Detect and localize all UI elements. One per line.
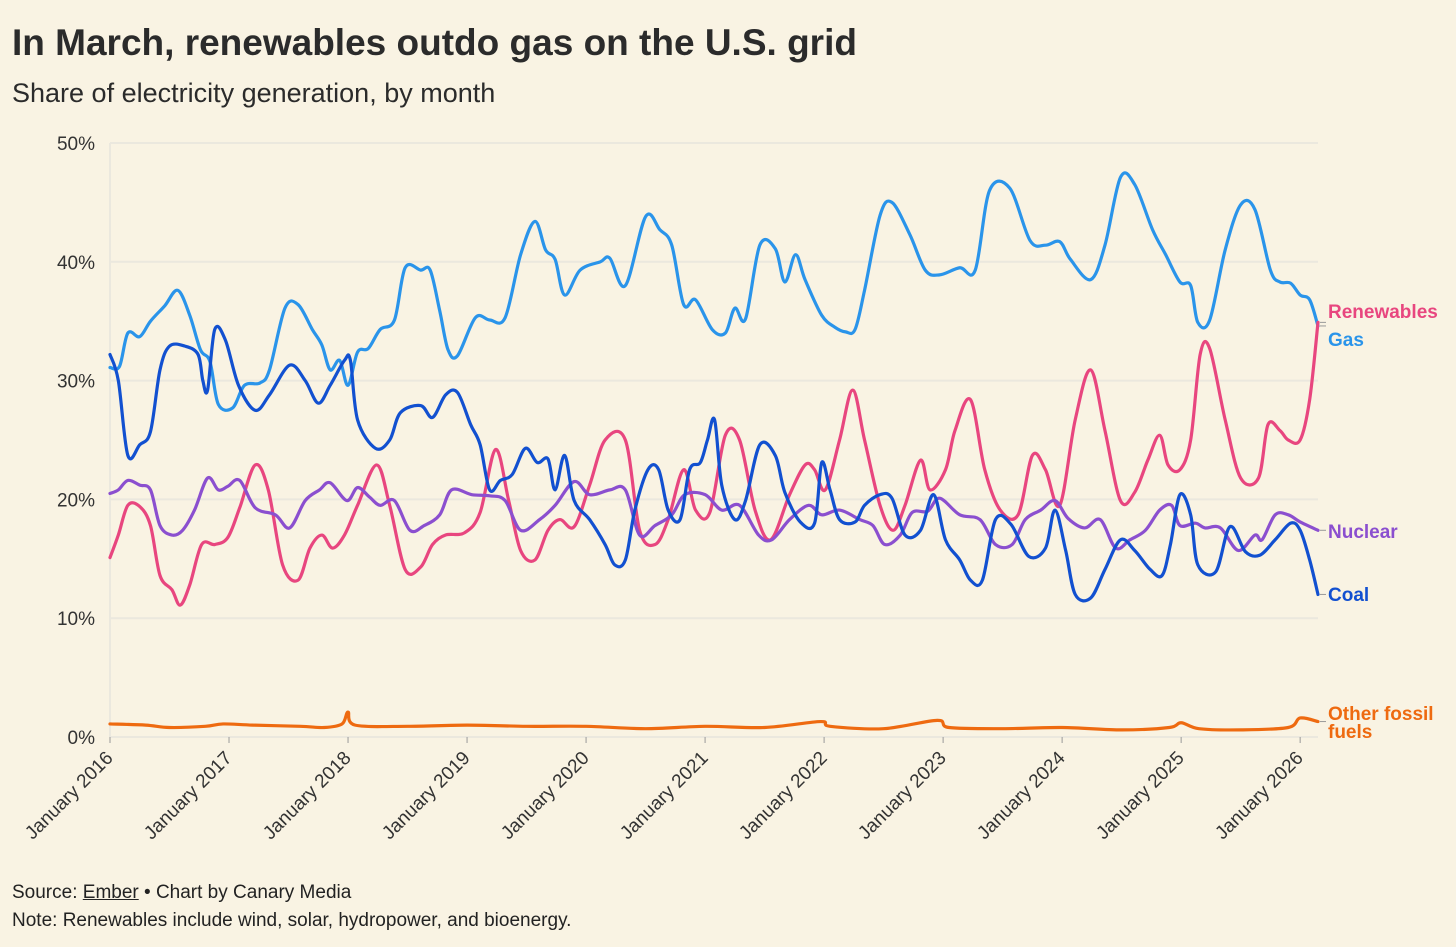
- series-label-gas: Gas: [1328, 330, 1364, 351]
- series-label-renewables: Renewables: [1328, 302, 1438, 323]
- gridlines: [109, 142, 1318, 738]
- x-tick-label: January 2021: [616, 748, 712, 844]
- series-label-other-fossil-fuels: Other fossil fuels: [1328, 704, 1434, 743]
- series-lines: [108, 171, 1320, 732]
- y-tick-label: 20%: [57, 490, 95, 511]
- x-tick-label: January 2016: [21, 748, 117, 844]
- line-chart: 0%10%20%30%40%50% January 2016 January 20…: [21, 134, 1438, 844]
- y-tick-label: 0%: [68, 728, 96, 749]
- source-line: Source: Ember • Chart by Canary Media: [12, 882, 351, 904]
- series-line-other-fossil-fuels: [108, 710, 1320, 732]
- y-tick-label: 30%: [57, 372, 95, 393]
- source-credit: • Chart by Canary Media: [138, 882, 352, 903]
- y-tick-label: 40%: [57, 253, 95, 274]
- series-label-nuclear: Nuclear: [1328, 522, 1398, 543]
- chart-title: In March, renewables outdo gas on the U.…: [12, 22, 857, 63]
- series-line-gas: [108, 171, 1320, 412]
- series-line-coal: [108, 324, 1320, 603]
- chart-subtitle: Share of electricity generation, by mont…: [12, 78, 496, 108]
- y-axis: 0% 10% 20% 30% 40% 50%: [57, 134, 95, 749]
- x-tick-label: January 2023: [854, 748, 950, 844]
- x-tick-label: January 2018: [259, 748, 355, 844]
- note-line: Note: Renewables include wind, solar, hy…: [12, 910, 572, 931]
- x-axis: January 2016 January 2017 January 2018 Janu…: [21, 737, 1308, 844]
- series-line-nuclear: [108, 475, 1320, 553]
- source-prefix: Source:: [12, 882, 83, 903]
- x-tick-label: January 2017: [140, 748, 236, 844]
- x-tick-label: January 2019: [378, 748, 474, 844]
- x-tick-label: January 2025: [1092, 748, 1188, 844]
- y-tick-label: 50%: [57, 134, 95, 155]
- x-tick-label: January 2026: [1211, 748, 1307, 844]
- y-tick-label: 10%: [57, 609, 95, 630]
- series-labels: Gas Renewables Nuclear Coal Other fossil fuel…: [1320, 302, 1438, 743]
- x-tick-label: January 2020: [497, 748, 593, 844]
- x-tick-label: January 2022: [735, 748, 831, 844]
- source-link-ember[interactable]: Ember: [82, 882, 139, 903]
- series-label-coal: Coal: [1328, 585, 1369, 606]
- series-line-renewables: [108, 320, 1320, 607]
- x-tick-label: January 2024: [973, 747, 1070, 844]
